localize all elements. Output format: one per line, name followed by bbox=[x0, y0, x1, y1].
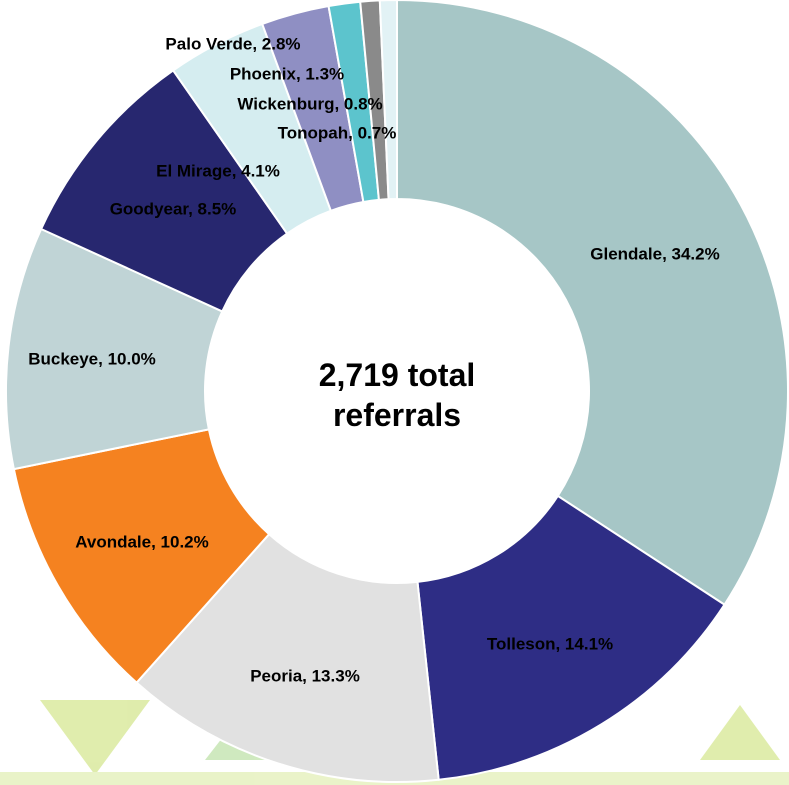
center-text: 2,719 total referrals bbox=[318, 357, 476, 433]
data-label: Phoenix, 1.3% bbox=[230, 64, 344, 83]
slice bbox=[396, 0, 789, 607]
labels: Glendale, 34.2% Tolleson, 14.1% Peoria, 13… bbox=[28, 34, 720, 685]
slices bbox=[5, 0, 789, 783]
data-label: Avondale, 10.2% bbox=[75, 532, 209, 551]
data-label: Buckeye, 10.0% bbox=[28, 349, 156, 368]
slice bbox=[378, 0, 398, 201]
slice bbox=[416, 494, 726, 781]
data-label: Wickenburg, 0.8% bbox=[237, 94, 382, 113]
data-label: Tonopah, 0.7% bbox=[278, 123, 397, 142]
data-label: Tolleson, 14.1% bbox=[487, 634, 613, 653]
data-label: Glendale, 34.2% bbox=[590, 244, 719, 263]
data-label: Peoria, 13.3% bbox=[250, 666, 360, 685]
data-label: Goodyear, 8.5% bbox=[110, 199, 237, 218]
data-label: El Mirage, 4.1% bbox=[156, 161, 280, 180]
slice bbox=[12, 428, 271, 685]
data-label: Palo Verde, 2.8% bbox=[165, 34, 300, 53]
slice bbox=[135, 532, 440, 783]
